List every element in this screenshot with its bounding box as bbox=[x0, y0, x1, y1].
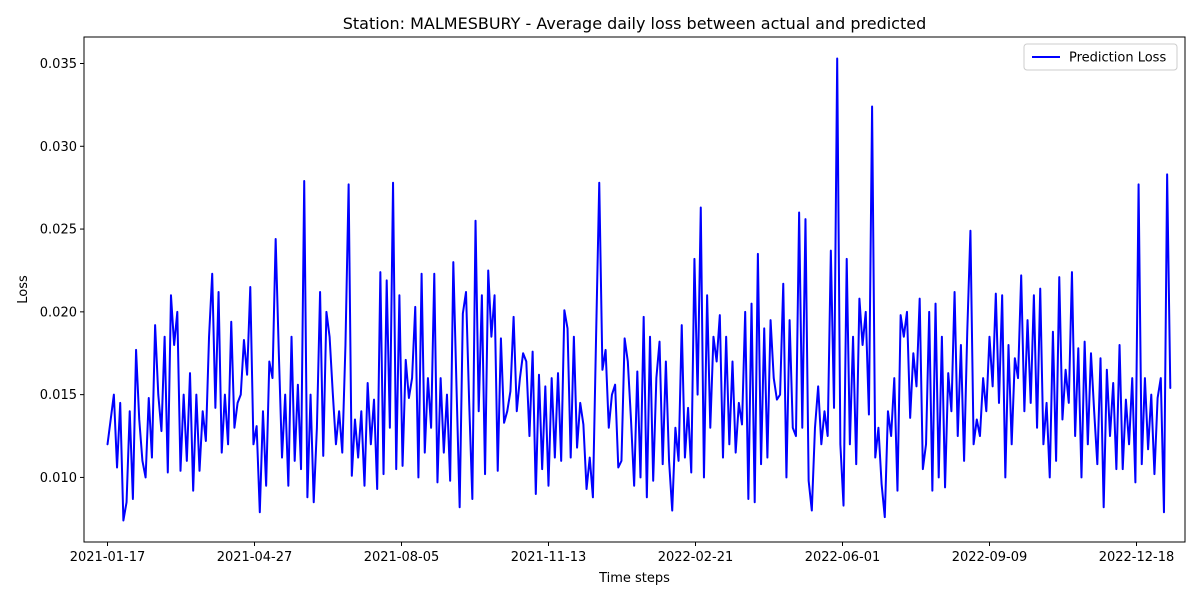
plot-area bbox=[83, 36, 1186, 543]
x-tick-label: 2022-02-21 bbox=[658, 550, 734, 565]
x-axis: 2021-01-17 2021-04-27 2021-08-05 2021-11-13… bbox=[70, 542, 1175, 565]
y-tick-label: 0.020 bbox=[40, 305, 77, 320]
y-tick-label: 0.035 bbox=[40, 57, 77, 72]
x-tick-label: 2022-09-09 bbox=[952, 550, 1028, 565]
y-tick-label: 0.030 bbox=[40, 140, 77, 155]
legend-box bbox=[1023, 43, 1178, 71]
series-line-0 bbox=[106, 57, 1172, 522]
x-tick-label: 2022-12-18 bbox=[1099, 550, 1175, 565]
series-layer bbox=[106, 57, 1172, 522]
y-tick-label: 0.025 bbox=[40, 223, 77, 238]
x-tick-label: 2021-04-27 bbox=[217, 550, 293, 565]
x-axis-label: Time steps bbox=[598, 571, 670, 586]
x-tick-label: 2021-11-13 bbox=[511, 550, 587, 565]
x-tick-label: 2022-06-01 bbox=[805, 550, 881, 565]
x-tick-label: 2021-01-17 bbox=[70, 550, 146, 565]
chart-title: Station: MALMESBURY - Average daily loss… bbox=[343, 14, 927, 33]
y-tick-label: 0.015 bbox=[40, 388, 77, 403]
axes-frame bbox=[83, 36, 1186, 543]
y-axis-label: Loss bbox=[16, 275, 31, 304]
y-axis: 0.010 0.015 0.020 0.025 0.030 0.035 bbox=[40, 57, 84, 486]
y-tick-label: 0.010 bbox=[40, 471, 77, 486]
legend-label: Prediction Loss bbox=[1069, 51, 1166, 66]
legend: Prediction Loss bbox=[1023, 43, 1178, 71]
x-tick-label: 2021-08-05 bbox=[364, 550, 440, 565]
